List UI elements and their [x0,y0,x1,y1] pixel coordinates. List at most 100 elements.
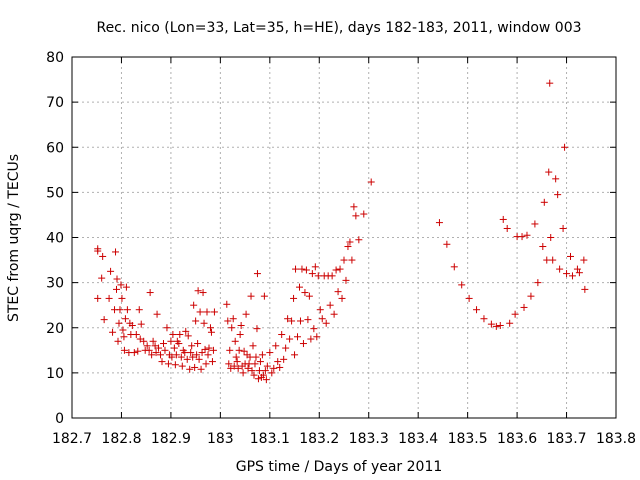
data-point [254,375,262,383]
data-point [225,360,233,368]
data-point [270,364,278,372]
data-point [304,316,312,324]
data-point [193,351,201,359]
data-point [554,191,562,199]
data-point [288,317,296,325]
data-point [194,287,202,295]
data-point [155,344,163,352]
data-point [171,361,179,369]
data-point [302,266,310,274]
data-point [94,294,102,302]
x-tick-label: 183.8 [596,431,636,447]
data-point [202,360,210,368]
data-point [580,256,588,264]
data-point [232,353,240,361]
data-point [266,349,274,357]
data-point [113,275,121,283]
data-point [259,371,267,379]
data-point [182,327,190,335]
data-point [94,247,102,255]
data-point [145,346,153,354]
data-point [210,308,218,316]
data-point [346,238,354,246]
data-point [128,321,136,329]
data-point [230,362,238,370]
data-point [237,321,245,329]
data-point [207,328,215,336]
data-point [311,263,319,271]
data-point [120,333,128,341]
data-point [282,344,290,352]
y-tick-label: 40 [46,231,64,247]
data-point [561,143,569,151]
data-point [332,266,340,274]
data-point [499,215,507,223]
data-point [308,270,316,278]
data-point [246,353,254,361]
y-tick-label: 70 [46,95,64,111]
data-point [114,337,122,345]
data-point [176,331,184,339]
data-point [307,335,315,343]
data-point [506,319,514,327]
data-point [122,283,130,291]
data-point [573,265,581,273]
data-point [540,198,548,206]
data-point [196,308,204,316]
data-point [473,306,481,314]
data-point [253,325,261,333]
data-point [546,79,554,87]
data-point [496,321,504,329]
data-point [115,319,123,327]
data-point [568,272,576,280]
data-point [228,324,236,332]
data-point [355,236,363,244]
data-point [242,310,250,318]
x-tick-label: 182.7 [52,431,92,447]
data-point [195,355,203,363]
data-point [163,324,171,332]
data-point [291,351,299,359]
data-point [99,252,107,260]
data-point [360,210,368,218]
data-point [350,203,358,211]
data-point [116,306,124,314]
y-axis-label: STEC from uqrg / TECUs [6,154,22,322]
data-point [172,351,180,359]
grid-lines [72,57,616,418]
data-point [149,337,157,345]
data-point [318,315,326,323]
data-point [255,367,263,375]
data-point [167,337,175,345]
data-point [109,328,117,336]
data-point [152,349,160,357]
data-point [443,240,451,248]
data-point [326,301,334,309]
data-point [205,344,213,352]
data-point [263,362,271,370]
data-point [330,310,338,318]
data-point [117,281,125,289]
data-point [316,306,324,314]
x-tick-label: 182.8 [101,431,141,447]
data-point [256,358,264,366]
y-tick-labels: 0 10 20 30 40 50 60 70 80 [46,50,64,427]
data-point [178,362,186,370]
data-point [251,360,259,368]
data-point [268,369,276,377]
data-point [296,317,304,325]
data-point [299,340,307,348]
axis-ticks [71,56,617,419]
data-point [198,349,206,357]
y-tick-label: 20 [46,321,64,337]
data-point [280,355,288,363]
data-point [559,224,567,232]
data-point [169,331,177,339]
data-point [100,316,108,324]
data-point [575,269,583,277]
data-point [98,274,106,282]
data-point [290,294,298,302]
data-point [203,308,211,316]
data-point [545,168,553,176]
data-point [183,355,191,363]
